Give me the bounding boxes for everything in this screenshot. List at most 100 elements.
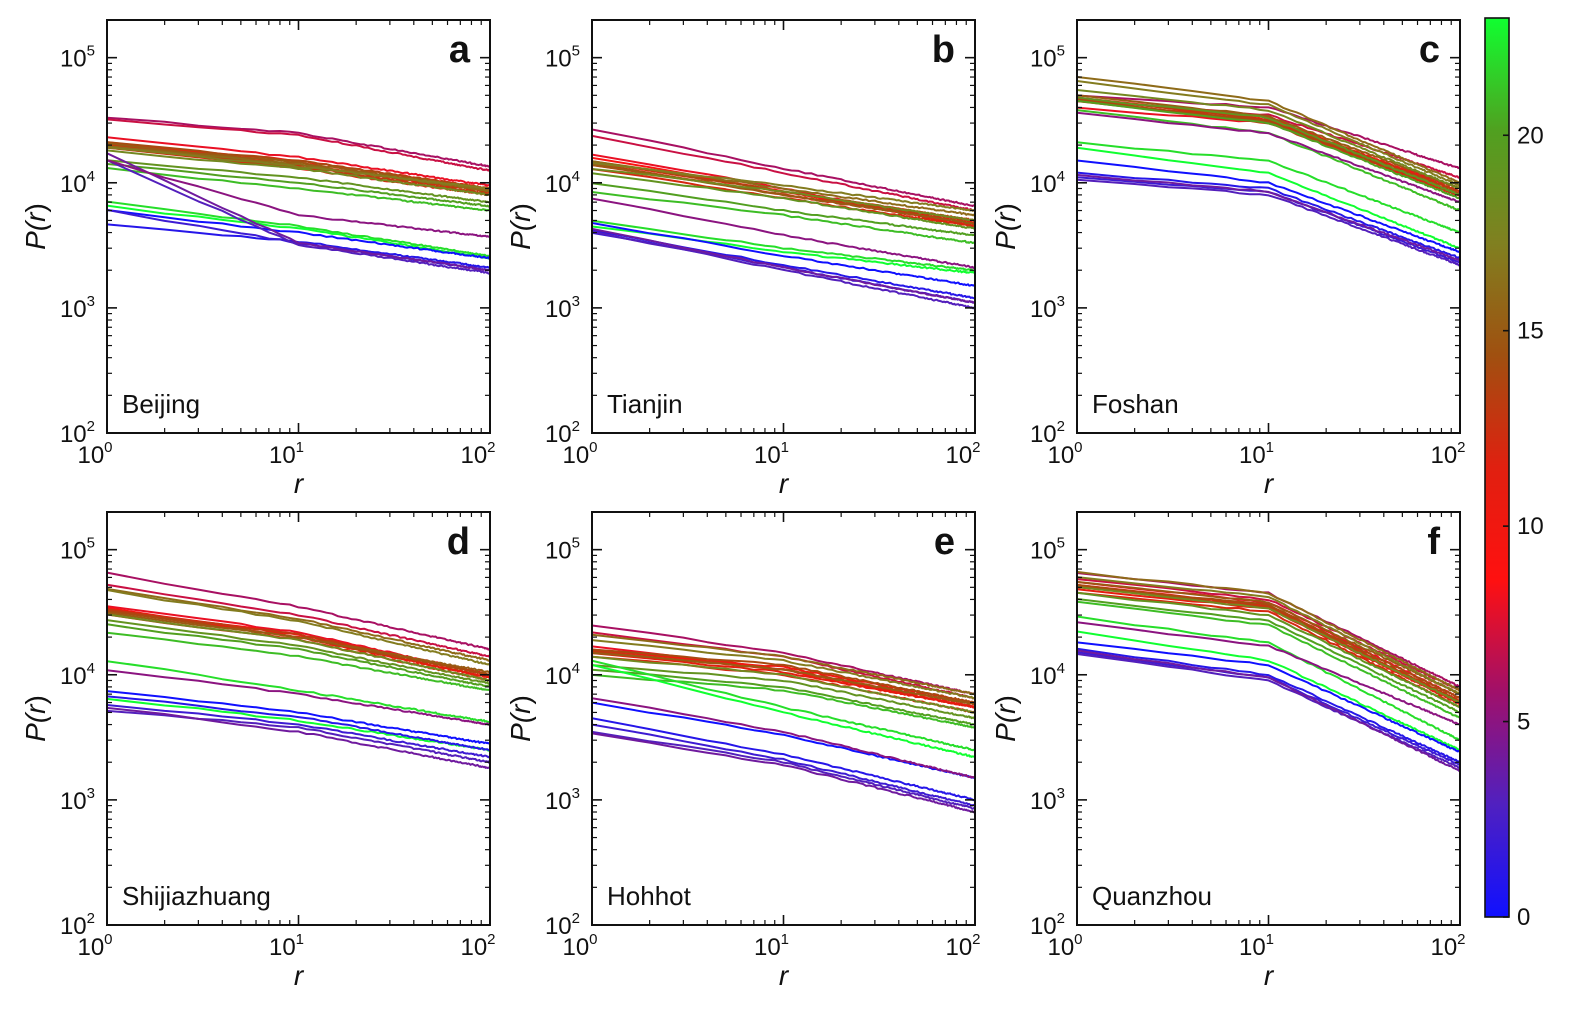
ticks xyxy=(106,511,491,926)
city-label: Shijiazhuang xyxy=(122,881,271,911)
y-tick-label: 102 xyxy=(1030,910,1065,940)
y-tick-label: 104 xyxy=(60,168,95,198)
series-line-hour-19 xyxy=(592,172,975,230)
colorbar-tick-label: 10 xyxy=(1517,513,1544,540)
city-label: Hohhot xyxy=(607,881,692,911)
series-line-hour-11 xyxy=(107,610,490,679)
series-line-hour-6 xyxy=(107,116,490,168)
y-tick-label: 103 xyxy=(60,785,95,815)
series-line-hour-19 xyxy=(107,159,490,204)
x-tick-label: 101 xyxy=(269,439,304,469)
x-tick-label: 102 xyxy=(945,439,980,469)
series-line-hour-15 xyxy=(592,164,975,226)
series-line-hour-3 xyxy=(1077,653,1460,769)
series-line-hour-5 xyxy=(107,669,490,726)
series-line-hour-0 xyxy=(592,222,975,287)
x-tick-label: 101 xyxy=(1239,931,1274,961)
series-line-hour-22 xyxy=(592,659,975,752)
panel-letter: d xyxy=(447,521,470,563)
y-tick-label: 103 xyxy=(545,293,580,323)
series-line-hour-22 xyxy=(1077,615,1460,742)
series-line-hour-0 xyxy=(107,690,490,745)
series-lines xyxy=(1077,76,1460,267)
series-line-hour-3 xyxy=(1077,178,1460,267)
series-line-hour-21 xyxy=(107,167,490,212)
series-line-hour-4 xyxy=(107,706,490,769)
y-tick-label: 104 xyxy=(1030,660,1065,690)
series-line-hour-14 xyxy=(1077,583,1460,700)
series-line-hour-15 xyxy=(592,652,975,706)
colorbar-tick-label: 0 xyxy=(1517,904,1530,931)
colorbar-tick-label: 5 xyxy=(1517,709,1530,736)
panel-letter: e xyxy=(934,521,955,563)
panel-f: 100 101 102 102 103 104 105 r P(r) f Quanzhou xyxy=(990,511,1466,991)
series-line-hour-3 xyxy=(592,730,975,810)
colorbar-gradient xyxy=(1484,17,1510,918)
series-line-hour-2 xyxy=(1077,651,1460,767)
panel-e: 100 101 102 102 103 104 105 r P(r) e Hohhot xyxy=(505,511,981,991)
panel-b: 100 101 102 102 103 104 105 r P(r) b Tianjin xyxy=(505,19,981,499)
x-axis-label: r xyxy=(294,960,305,991)
y-axis-label: P(r) xyxy=(505,695,536,742)
panel-c: 100 101 102 102 103 104 105 r P(r) c Foshan xyxy=(990,19,1466,499)
series-line-hour-1 xyxy=(1077,171,1460,260)
series-line-hour-7 xyxy=(107,583,490,658)
series-line-hour-20 xyxy=(592,182,975,237)
y-tick-label: 105 xyxy=(545,535,580,565)
colorbar-tick-label: 15 xyxy=(1517,318,1544,345)
series-line-hour-15 xyxy=(107,611,490,673)
y-tick-label: 102 xyxy=(545,910,580,940)
series-line-hour-20 xyxy=(1077,598,1460,714)
series-line-hour-5 xyxy=(592,697,975,779)
series-line-hour-6 xyxy=(1077,94,1460,170)
y-tick-label: 105 xyxy=(1030,43,1065,73)
series-line-hour-17 xyxy=(1077,576,1460,696)
series-line-hour-17 xyxy=(107,146,490,190)
series-line-hour-21 xyxy=(592,191,975,244)
series-line-hour-20 xyxy=(592,668,975,726)
ticks xyxy=(1076,19,1461,434)
city-label: Quanzhou xyxy=(1092,881,1212,911)
series-line-hour-1 xyxy=(1077,647,1460,764)
y-tick-label: 102 xyxy=(1030,418,1065,448)
series-line-hour-16 xyxy=(1077,76,1460,184)
series-line-hour-0 xyxy=(1077,641,1460,754)
series-line-hour-0 xyxy=(107,209,490,260)
series-lines xyxy=(592,624,975,814)
series-line-hour-3 xyxy=(107,159,490,275)
series-line-hour-22 xyxy=(1077,141,1460,234)
series-line-hour-7 xyxy=(107,118,490,173)
panel-a: 100 101 102 102 103 104 105 r P(r) a Beijing xyxy=(20,19,496,499)
series-line-hour-4 xyxy=(1077,649,1460,773)
y-tick-label: 105 xyxy=(60,535,95,565)
series-line-hour-3 xyxy=(107,709,490,764)
y-tick-label: 105 xyxy=(545,43,580,73)
series-line-hour-18 xyxy=(592,655,975,714)
x-tick-label: 102 xyxy=(460,439,495,469)
x-tick-label: 102 xyxy=(1430,931,1465,961)
x-tick-label: 100 xyxy=(562,931,597,961)
series-line-hour-23 xyxy=(1077,146,1460,249)
plot-frame xyxy=(106,511,491,926)
series-line-hour-23 xyxy=(1077,630,1460,752)
series-line-hour-19 xyxy=(1077,591,1460,709)
series-line-hour-8 xyxy=(107,136,490,187)
ticks xyxy=(1076,511,1461,926)
y-tick-label: 104 xyxy=(545,660,580,690)
series-lines xyxy=(1077,570,1460,773)
panel-letter: b xyxy=(932,29,955,71)
colorbar-tick-label: 20 xyxy=(1517,122,1544,149)
y-tick-label: 104 xyxy=(1030,168,1065,198)
x-tick-label: 100 xyxy=(77,931,112,961)
x-tick-label: 100 xyxy=(1047,931,1082,961)
y-tick-label: 103 xyxy=(545,785,580,815)
plot-frame xyxy=(591,511,976,926)
x-tick-label: 101 xyxy=(1239,439,1274,469)
panels: 100 101 102 102 103 104 105 r P(r) a Beijing 100 101… xyxy=(20,19,1466,991)
series-line-hour-21 xyxy=(1077,109,1460,211)
series-line-hour-2 xyxy=(592,723,975,807)
y-tick-label: 105 xyxy=(1030,535,1065,565)
series-line-hour-21 xyxy=(107,631,490,692)
series-line-hour-18 xyxy=(592,168,975,222)
